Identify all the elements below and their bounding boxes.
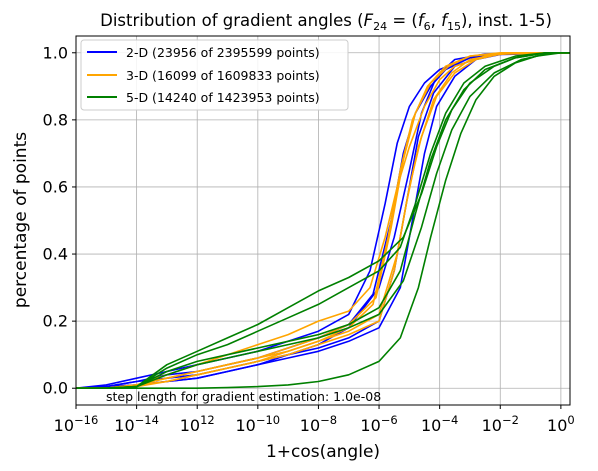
series-line-1-3	[76, 52, 570, 389]
x-axis-ticks: 10−16 10−14 1012 10−10 10−8 10−6 10−4 10−2 100	[54, 405, 575, 435]
y-tick-label: 0.8	[43, 110, 68, 129]
x-axis-label: 1+cos(angle)	[266, 442, 380, 462]
x-tick-label: 10−14	[114, 413, 159, 435]
y-tick-label: 0.6	[43, 177, 68, 196]
x-tick-label: 10−6	[360, 413, 397, 435]
y-axis-ticks: 0.0 0.2 0.4 0.6 0.8 1.0	[43, 43, 76, 398]
y-tick-label: 0.4	[43, 245, 68, 264]
x-tick-label: 1012	[180, 413, 215, 435]
y-tick-label: 1.0	[43, 43, 68, 62]
y-tick-label: 0.2	[43, 312, 68, 331]
x-tick-label: 10−8	[300, 413, 337, 435]
legend-label-2d: 2-D (23956 of 2395599 points)	[126, 45, 320, 60]
series-line-2-0	[76, 52, 570, 389]
grid	[75, 36, 570, 405]
x-tick-label: 10−2	[482, 413, 519, 435]
step-length-annotation: step length for gradient estimation: 1.0…	[106, 389, 381, 404]
legend-label-3d: 3-D (16099 of 1609833 points)	[126, 68, 320, 83]
series-line-2-1	[76, 52, 570, 389]
legend-label-5d: 5-D (14240 of 1423953 points)	[126, 90, 320, 105]
series-line-2-3	[76, 52, 570, 389]
series-curves	[76, 52, 570, 389]
x-tick-label: 10−10	[236, 413, 281, 435]
series-line-2-4	[76, 52, 570, 389]
plot-frame	[75, 35, 571, 406]
series-line-2-2	[76, 52, 570, 389]
chart-title: Distribution of gradient angles (F24 = (…	[100, 11, 552, 33]
y-axis-label: percentage of points	[11, 132, 31, 308]
legend: 2-D (23956 of 2395599 points) 3-D (16099…	[80, 39, 349, 111]
legend-box	[80, 39, 349, 111]
x-tick-label: 100	[547, 413, 575, 435]
x-tick-label: 10−16	[54, 413, 99, 435]
x-tick-label: 10−4	[421, 413, 458, 435]
y-tick-label: 0.0	[43, 379, 68, 398]
